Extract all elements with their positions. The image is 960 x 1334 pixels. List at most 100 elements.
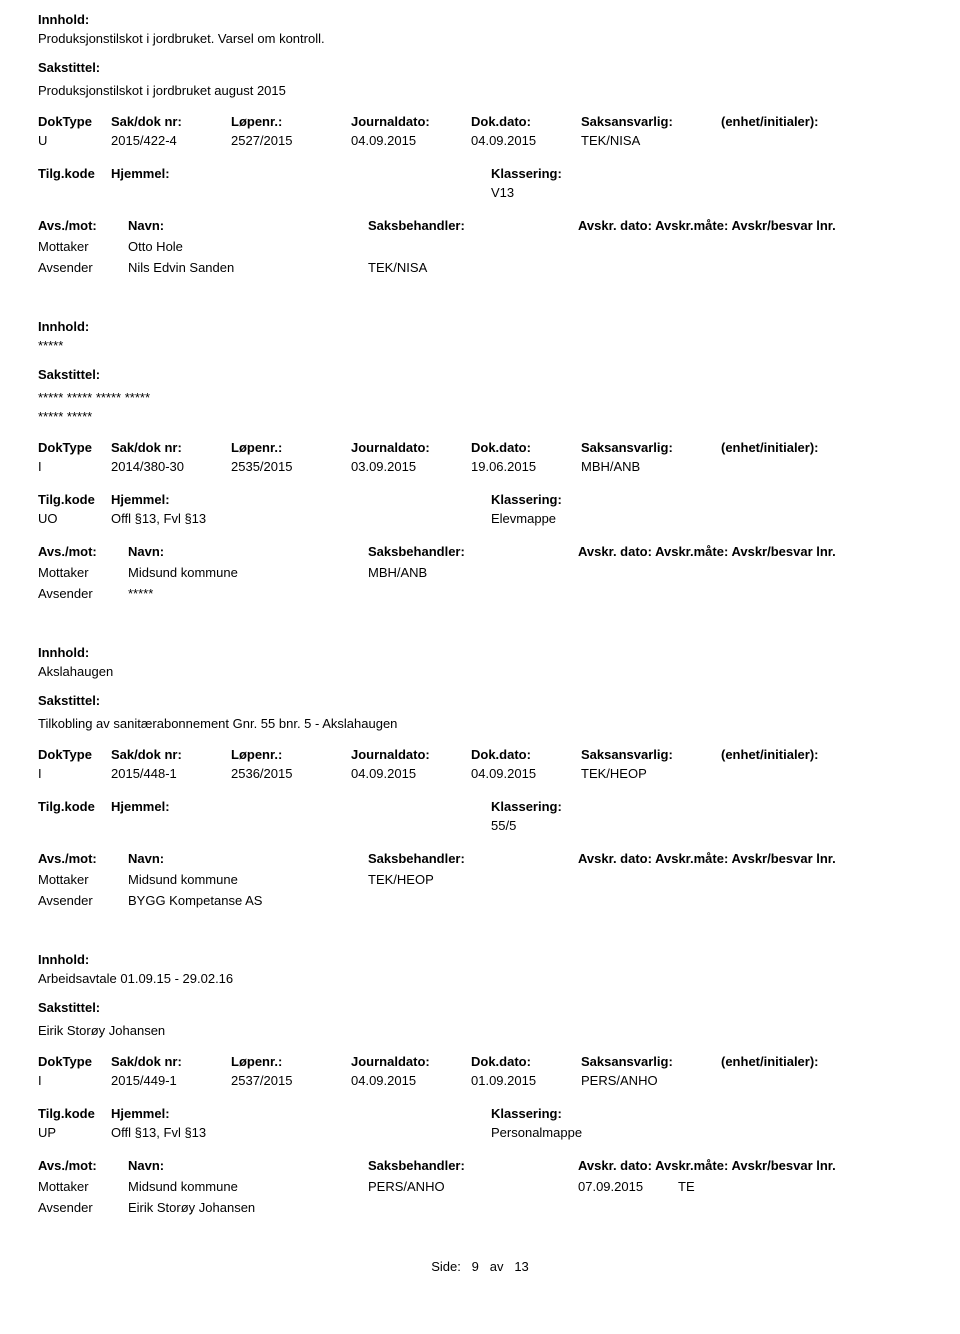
- doktype-value: U: [38, 133, 111, 148]
- case-values-row: I2015/449-12537/201504.09.201501.09.2015…: [38, 1073, 922, 1088]
- hjemmel-label: Hjemmel:: [111, 799, 491, 814]
- journal-record: Innhold:Arbeidsavtale 01.09.15 - 29.02.1…: [38, 952, 922, 1215]
- enhet-initialer-label: (enhet/initialer):: [721, 747, 922, 762]
- avsmot-label: Avs./mot:: [38, 851, 128, 866]
- footer-total: 13: [514, 1259, 528, 1274]
- hjemmel-value: [111, 818, 491, 833]
- lopenr-value: 2536/2015: [231, 766, 351, 781]
- sakstittel-value: Tilkobling av sanitærabonnement Gnr. 55 …: [38, 716, 922, 731]
- party-name: Otto Hole: [128, 239, 368, 254]
- doktype-label: DokType: [38, 114, 111, 129]
- dokdato-value: 04.09.2015: [471, 766, 581, 781]
- avskr-besvar-label: Avskr/besvar lnr.: [731, 1158, 835, 1173]
- party-role: Avsender: [38, 893, 128, 908]
- tilgkode-value: UP: [38, 1125, 111, 1140]
- journal-record: Innhold:*****Sakstittel:***** ***** ****…: [38, 319, 922, 601]
- tilg-header-row: Tilg.kodeHjemmel:Klassering:: [38, 166, 922, 181]
- avsmot-label: Avs./mot:: [38, 544, 128, 559]
- sakstittel-label: Sakstittel:: [38, 1000, 922, 1015]
- dokdato-label: Dok.dato:: [471, 747, 581, 762]
- saksbehandler-label: Saksbehandler:: [368, 1158, 578, 1173]
- party-row: MottakerMidsund kommuneTEK/HEOP: [38, 872, 922, 887]
- party-name: Midsund kommune: [128, 872, 368, 887]
- tilgkode-label: Tilg.kode: [38, 166, 111, 181]
- party-role: Avsender: [38, 586, 128, 601]
- klassering-value: V13: [491, 185, 922, 200]
- navn-label: Navn:: [128, 218, 368, 233]
- party-avskr-mate: TE: [678, 1179, 922, 1194]
- avskr-dato-label: Avskr. dato:: [578, 218, 652, 233]
- tilgkode-label: Tilg.kode: [38, 799, 111, 814]
- party-avskr-mate: [678, 893, 922, 908]
- footer-page: 9: [472, 1259, 479, 1274]
- party-role: Avsender: [38, 1200, 128, 1215]
- party-avskr-dato: [578, 239, 678, 254]
- sakdoknr-label: Sak/dok nr:: [111, 440, 231, 455]
- journaldato-label: Journaldato:: [351, 747, 471, 762]
- journaldato-label: Journaldato:: [351, 1054, 471, 1069]
- avskr-mate-label: Avskr.måte:: [655, 1158, 728, 1173]
- saksansvarlig-value: PERS/ANHO: [581, 1073, 721, 1088]
- party-role: Mottaker: [38, 565, 128, 580]
- avsmot-header-row: Avs./mot:Navn:Saksbehandler:Avskr. dato:…: [38, 544, 922, 559]
- party-row: AvsenderEirik Storøy Johansen: [38, 1200, 922, 1215]
- sakstittel-value: ***** ***** ***** *****: [38, 390, 922, 405]
- tilgkode-value: [38, 185, 111, 200]
- journaldato-value: 04.09.2015: [351, 766, 471, 781]
- saksbehandler-label: Saksbehandler:: [368, 851, 578, 866]
- dokdato-value: 01.09.2015: [471, 1073, 581, 1088]
- hjemmel-value: Offl §13, Fvl §13: [111, 511, 491, 526]
- tilg-values-row: V13: [38, 185, 922, 200]
- avskr-composite-label: Avskr. dato: Avskr.måte: Avskr/besvar ln…: [578, 851, 922, 866]
- avsmot-header-row: Avs./mot:Navn:Saksbehandler:Avskr. dato:…: [38, 218, 922, 233]
- klassering-value: Elevmappe: [491, 511, 922, 526]
- doktype-value: I: [38, 766, 111, 781]
- avskr-dato-label: Avskr. dato:: [578, 544, 652, 559]
- party-handler: TEK/HEOP: [368, 872, 578, 887]
- innhold-value: Akslahaugen: [38, 664, 922, 679]
- tilgkode-value: UO: [38, 511, 111, 526]
- party-avskr-dato: [578, 565, 678, 580]
- footer-sep: av: [490, 1259, 504, 1274]
- party-role: Mottaker: [38, 239, 128, 254]
- party-avskr-mate: [678, 872, 922, 887]
- enhet-initialer-label: (enhet/initialer):: [721, 1054, 922, 1069]
- party-handler: [368, 1200, 578, 1215]
- klassering-value: 55/5: [491, 818, 922, 833]
- party-name: *****: [128, 586, 368, 601]
- klassering-label: Klassering:: [491, 1106, 922, 1121]
- journal-record: Innhold:AkslahaugenSakstittel:Tilkobling…: [38, 645, 922, 908]
- tilgkode-value: [38, 818, 111, 833]
- tilg-values-row: 55/5: [38, 818, 922, 833]
- saksansvarlig-label: Saksansvarlig:: [581, 440, 721, 455]
- case-header-row: DokTypeSak/dok nr:Løpenr.:Journaldato:Do…: [38, 747, 922, 762]
- tilg-header-row: Tilg.kodeHjemmel:Klassering:: [38, 492, 922, 507]
- dokdato-label: Dok.dato:: [471, 440, 581, 455]
- klassering-label: Klassering:: [491, 166, 922, 181]
- lopenr-label: Løpenr.:: [231, 1054, 351, 1069]
- hjemmel-label: Hjemmel:: [111, 492, 491, 507]
- avskr-mate-label: Avskr.måte:: [655, 851, 728, 866]
- saksbehandler-label: Saksbehandler:: [368, 218, 578, 233]
- innhold-value: Arbeidsavtale 01.09.15 - 29.02.16: [38, 971, 922, 986]
- doktype-label: DokType: [38, 747, 111, 762]
- case-header-row: DokTypeSak/dok nr:Løpenr.:Journaldato:Do…: [38, 440, 922, 455]
- case-values-row: U2015/422-42527/201504.09.201504.09.2015…: [38, 133, 922, 148]
- avsmot-label: Avs./mot:: [38, 1158, 128, 1173]
- enhet-initialer-value: [721, 459, 922, 474]
- avskr-composite-label: Avskr. dato: Avskr.måte: Avskr/besvar ln…: [578, 218, 922, 233]
- innhold-label: Innhold:: [38, 645, 922, 660]
- avskr-besvar-label: Avskr/besvar lnr.: [731, 851, 835, 866]
- avskr-composite-label: Avskr. dato: Avskr.måte: Avskr/besvar ln…: [578, 1158, 922, 1173]
- dokdato-label: Dok.dato:: [471, 1054, 581, 1069]
- lopenr-label: Løpenr.:: [231, 114, 351, 129]
- party-handler: [368, 586, 578, 601]
- innhold-label: Innhold:: [38, 319, 922, 334]
- party-avskr-mate: [678, 239, 922, 254]
- avskr-besvar-label: Avskr/besvar lnr.: [731, 218, 835, 233]
- enhet-initialer-label: (enhet/initialer):: [721, 440, 922, 455]
- avsmot-header-row: Avs./mot:Navn:Saksbehandler:Avskr. dato:…: [38, 1158, 922, 1173]
- saksansvarlig-label: Saksansvarlig:: [581, 1054, 721, 1069]
- hjemmel-value: Offl §13, Fvl §13: [111, 1125, 491, 1140]
- doktype-value: I: [38, 1073, 111, 1088]
